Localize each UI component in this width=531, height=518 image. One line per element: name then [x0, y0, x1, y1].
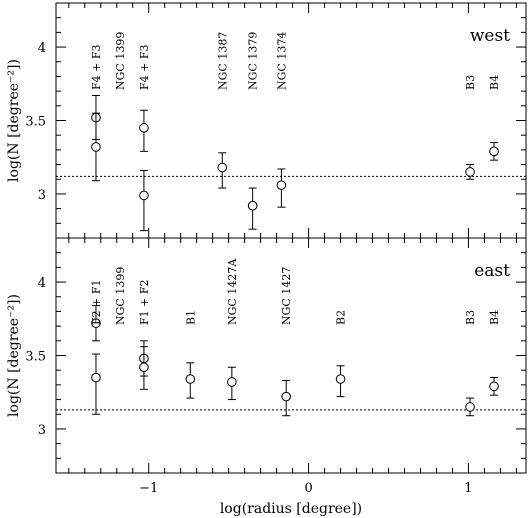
x-axis-title: log(radius [degree]): [220, 501, 362, 517]
annotation-label: B1: [184, 310, 197, 325]
annotation-label: NGC 1399: [114, 267, 127, 325]
annotation-label: F4 + F3: [90, 45, 103, 90]
data-point: [281, 391, 292, 402]
data-point: [247, 200, 258, 211]
data-point: [227, 377, 237, 387]
y-tick-label: 4: [38, 41, 46, 56]
data-point: [276, 180, 287, 190]
x-tick-label: 0: [304, 481, 312, 496]
y-axis-title: log(N [degree⁻²]): [6, 294, 22, 417]
y-tick-label: 3: [38, 188, 46, 203]
annotation-label: NGC 1374: [275, 32, 288, 90]
data-point: [465, 167, 475, 177]
x-tick-label: −1: [139, 481, 158, 496]
annotation-label: NGC 1427: [280, 267, 293, 325]
y-axis-title: log(N [degree⁻²]): [6, 59, 22, 182]
data-point: [465, 402, 475, 412]
annotation-label: B3: [464, 75, 477, 90]
annotation-label: NGC 1387: [216, 32, 229, 90]
annotation-label: B2: [335, 310, 348, 325]
annotation-label: F1 + F2: [138, 280, 151, 325]
data-point: [139, 123, 149, 133]
y-tick-label: 3: [38, 423, 46, 438]
annotation-label: NGC 1399: [114, 32, 127, 90]
data-point: [185, 374, 196, 384]
data-point: [91, 318, 101, 328]
y-tick-label: 3.5: [25, 350, 46, 365]
y-tick-label: 3.5: [25, 115, 46, 130]
annotation-label: B4: [488, 75, 501, 90]
y-tick-label: 4: [38, 276, 46, 291]
data-point: [139, 362, 149, 373]
annotation-label: B3: [464, 310, 477, 325]
data-point: [91, 372, 101, 383]
annotation-label: NGC 1379: [247, 32, 260, 90]
data-point: [335, 374, 346, 384]
x-tick-label: 1: [464, 481, 472, 496]
data-point: [489, 381, 499, 392]
annotation-label: B4: [488, 310, 501, 325]
data-point: [91, 142, 101, 152]
annotation-label: F2 + F1: [90, 280, 103, 325]
data-point: [489, 146, 499, 157]
data-point: [139, 190, 149, 201]
annotation-label: NGC 1427A: [226, 258, 239, 325]
panel-label-west: west: [470, 26, 510, 46]
annotation-label: F4 + F3: [138, 45, 151, 90]
data-point: [217, 162, 228, 173]
panel-label-east: east: [474, 261, 510, 281]
